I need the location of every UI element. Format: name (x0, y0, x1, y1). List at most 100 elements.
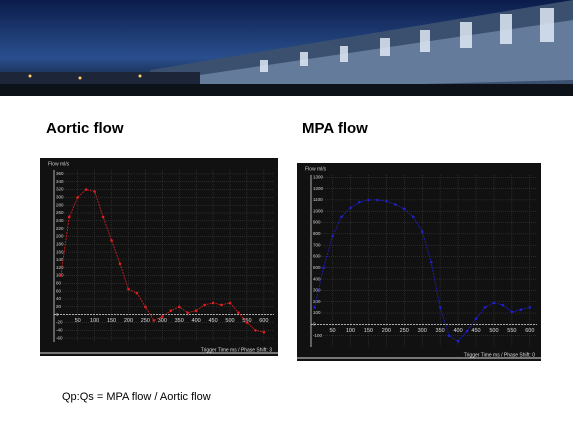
x-tick-label: 400 (192, 318, 201, 324)
data-point (68, 216, 71, 219)
data-point (203, 304, 206, 307)
y-tick-label: 500 (313, 265, 321, 270)
data-point (493, 302, 496, 305)
x-tick-label: 550 (507, 328, 516, 334)
y-tick-label: 1300 (313, 174, 324, 179)
y-tick-label: 180 (56, 241, 64, 246)
data-point (169, 309, 172, 312)
header-image (0, 0, 573, 96)
data-point (237, 311, 240, 314)
x-axis-label: Trigger Time ms / Phase Shift: 0 (464, 352, 535, 358)
data-point (161, 315, 164, 318)
y-tick-label: 100 (313, 310, 321, 315)
y-tick-label: -20 (56, 320, 63, 325)
data-point (254, 329, 257, 332)
y-tick-label: 40 (56, 296, 62, 301)
data-point (484, 306, 487, 309)
x-tick-label: 450 (471, 328, 480, 334)
data-point (421, 230, 424, 233)
data-point (144, 306, 147, 309)
x-tick-label: 200 (382, 328, 391, 334)
y-tick-label: 20 (56, 304, 62, 309)
x-tick-label: 600 (259, 318, 268, 324)
chart-title: MPA flow (302, 120, 368, 137)
y-tick-label: 200 (56, 234, 64, 239)
data-point (76, 196, 79, 199)
chart: Flow ml/s-100010020030040050060070080090… (297, 163, 541, 361)
data-point (127, 288, 130, 291)
data-point (102, 216, 105, 219)
data-point (313, 306, 316, 309)
y-tick-label: 320 (56, 187, 64, 192)
data-point (195, 309, 198, 312)
data-point (403, 208, 406, 211)
x-tick-label: 150 (107, 318, 116, 324)
x-tick-label: 200 (124, 318, 133, 324)
data-point (153, 319, 156, 322)
data-point (263, 331, 266, 334)
data-point (229, 302, 232, 305)
y-tick-label: 280 (56, 202, 64, 207)
x-tick-label: 100 (346, 328, 355, 334)
x-tick-label: 100 (90, 318, 99, 324)
data-point (322, 266, 325, 269)
data-point (430, 261, 433, 264)
data-point (93, 190, 96, 193)
y-tick-label: 600 (313, 254, 321, 259)
y-tick-label: 240 (56, 218, 64, 223)
y-tick-label: -40 (56, 327, 63, 332)
plot-background (40, 158, 278, 356)
data-point (178, 306, 181, 309)
y-tick-label: 300 (313, 288, 321, 293)
x-tick-label: 250 (400, 328, 409, 334)
data-point (376, 199, 379, 202)
data-point (448, 334, 451, 337)
y-tick-label: 80 (56, 281, 62, 286)
data-point (511, 311, 514, 314)
x-tick-label: 500 (225, 318, 234, 324)
y-tick-label: 340 (56, 179, 64, 184)
chart-title: Aortic flow (46, 120, 124, 137)
data-point (529, 306, 532, 309)
data-point (246, 321, 249, 324)
data-point (136, 292, 139, 295)
x-tick-label: 500 (489, 328, 498, 334)
data-point (85, 188, 88, 191)
data-point (367, 199, 370, 202)
x-tick-label: 300 (158, 318, 167, 324)
data-point (520, 308, 523, 311)
slide: Aortic flow MPA flow Flow ml/s-60-40-200… (0, 0, 573, 428)
data-point (340, 216, 343, 219)
data-point (457, 340, 460, 343)
x-tick-label: 250 (141, 318, 150, 324)
data-point (475, 317, 478, 320)
x-tick-label: 350 (175, 318, 184, 324)
y-tick-label: 800 (313, 231, 321, 236)
y-tick-label: 700 (313, 242, 321, 247)
y-tick-label: 160 (56, 249, 64, 254)
y-tick-label: 60 (56, 288, 62, 293)
data-point (394, 203, 397, 206)
data-point (220, 304, 223, 307)
caption: Qp:Qs = MPA flow / Aortic flow (62, 391, 211, 403)
data-point (212, 302, 215, 305)
data-point (331, 235, 334, 238)
y-tick-label: 200 (313, 299, 321, 304)
x-axis-label: Trigger Time ms / Phase Shift: 3 (201, 347, 272, 353)
y-tick-label: 900 (313, 220, 321, 225)
y-tick-label: 1000 (313, 208, 324, 213)
y-tick-label: 220 (56, 226, 64, 231)
data-point (466, 330, 469, 333)
x-tick-label: 450 (208, 318, 217, 324)
x-tick-label: 50 (75, 318, 81, 324)
y-tick-label: -60 (56, 335, 63, 340)
y-tick-label: 400 (313, 276, 321, 281)
data-point (186, 311, 189, 314)
y-tick-label: 120 (56, 265, 64, 270)
data-point (349, 207, 352, 210)
y-tick-label: 1200 (313, 186, 324, 191)
y-tick-label: 360 (56, 171, 64, 176)
x-tick-label: 300 (418, 328, 427, 334)
data-point (358, 201, 361, 204)
chart: Flow ml/s-60-40-200204060801001201401601… (40, 158, 278, 356)
